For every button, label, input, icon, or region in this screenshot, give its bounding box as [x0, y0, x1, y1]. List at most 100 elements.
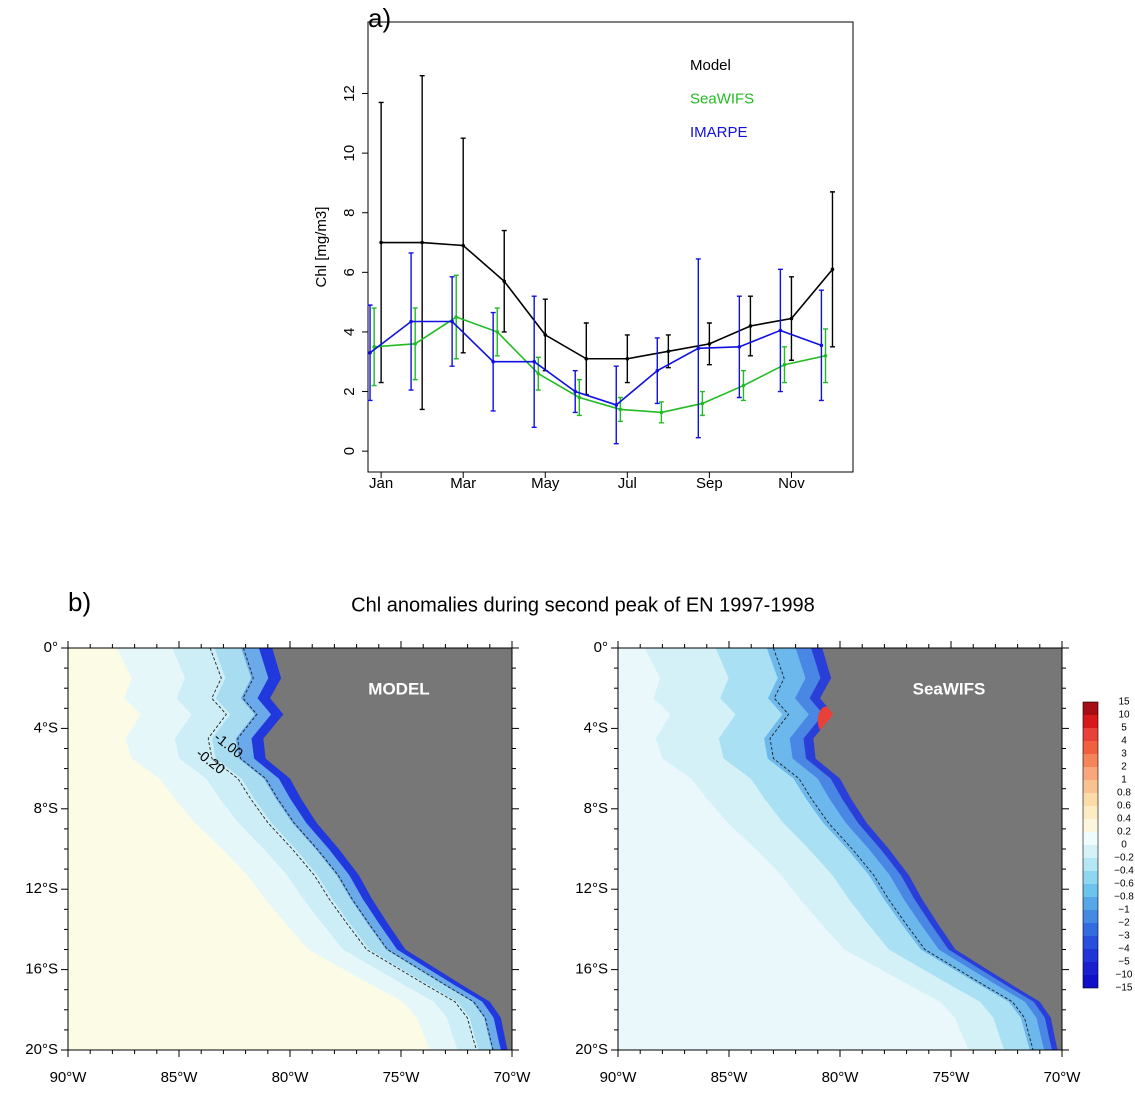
lat-tick-label: 20°S: [575, 1041, 608, 1058]
point: [502, 279, 507, 284]
point: [737, 345, 742, 349]
colorbar-swatch: [1083, 832, 1098, 845]
colorbar-swatch: [1083, 728, 1098, 741]
colorbar-swatch: [1083, 754, 1098, 767]
contour-line: [207, 648, 477, 1050]
lat-tick-label: 12°S: [575, 880, 608, 897]
lon-tick-label: 90°W: [50, 1069, 88, 1086]
point: [830, 267, 835, 272]
map-panel: [68, 648, 512, 1050]
colorbar-swatch: [1083, 897, 1098, 910]
series-line: [374, 316, 826, 414]
point: [372, 345, 376, 349]
point: [614, 403, 619, 407]
lon-tick-label: 85°W: [711, 1069, 749, 1086]
colorbar-swatch: [1083, 936, 1098, 949]
plot-frame: [367, 21, 854, 473]
point: [368, 350, 372, 355]
colorbar-label: 3: [1121, 749, 1127, 760]
colorbar-label: 1: [1121, 775, 1127, 786]
point: [584, 356, 589, 361]
colorbar-frame: [1082, 701, 1099, 989]
point: [823, 353, 828, 358]
point: [413, 342, 417, 346]
colorbar-swatch: [1083, 702, 1098, 715]
lat-tick-label: 16°S: [575, 961, 608, 978]
point: [707, 342, 712, 346]
lat-tick-label: 4°S: [584, 719, 608, 736]
y-tick-label: 12: [341, 85, 358, 102]
colorbar-label: −1: [1118, 905, 1130, 916]
legend-entry: SeaWIFS: [690, 90, 754, 107]
colorbar-swatch: [1083, 923, 1098, 936]
point: [819, 343, 824, 348]
point: [618, 407, 623, 412]
colorbar-label: −4: [1118, 944, 1130, 955]
point: [573, 389, 578, 394]
x-tick-label: Jul: [618, 475, 637, 492]
lat-tick-label: 20°S: [25, 1041, 58, 1058]
colorbar-label: −10: [1116, 970, 1133, 981]
colorbar-swatch: [1083, 910, 1098, 923]
colorbar-swatch: [1083, 741, 1098, 754]
point: [536, 371, 541, 376]
point: [696, 346, 701, 351]
point: [409, 319, 413, 324]
lon-tick-label: 70°W: [1044, 1069, 1082, 1086]
y-tick-label: 10: [341, 145, 358, 162]
lat-tick-label: 16°S: [25, 961, 58, 978]
colorbar-swatch: [1083, 819, 1098, 832]
colorbar-label: −15: [1116, 983, 1133, 994]
point: [778, 328, 783, 333]
land: [263, 648, 512, 1050]
point: [379, 240, 383, 245]
map-label: MODEL: [368, 679, 429, 698]
colorbar-label: 10: [1118, 710, 1130, 721]
lat-tick-label: 12°S: [25, 880, 58, 897]
lat-tick-label: 8°S: [584, 800, 608, 817]
lat-tick-label: 8°S: [34, 800, 58, 817]
point: [532, 359, 536, 364]
point: [789, 316, 794, 321]
colorbar-swatch: [1083, 962, 1098, 975]
point: [491, 359, 495, 364]
point: [495, 330, 500, 334]
colorbar-swatch: [1083, 975, 1098, 988]
y-tick-label: 8: [341, 209, 358, 217]
y-axis-label: Chl [mg/m3]: [313, 207, 330, 288]
lon-tick-label: 90°W: [600, 1069, 638, 1086]
lat-tick-label: 0°: [44, 639, 58, 656]
point: [625, 356, 630, 361]
legend-entry: IMARPE: [690, 124, 748, 141]
point: [454, 315, 459, 319]
point: [666, 349, 671, 354]
colorbar-label: −3: [1118, 931, 1130, 942]
series-line: [381, 241, 834, 360]
contour-line: [237, 648, 494, 1050]
colorbar-label: −0.2: [1114, 853, 1134, 864]
point: [655, 368, 660, 373]
colorbar-swatch: [1083, 715, 1098, 728]
point: [659, 410, 664, 415]
series-line: [369, 320, 822, 406]
colorbar-swatch: [1083, 806, 1098, 819]
x-tick-label: May: [531, 475, 560, 492]
colorbar-label: 0.6: [1117, 801, 1131, 812]
colorbar-swatch: [1083, 793, 1098, 806]
point: [741, 383, 746, 388]
y-tick-label: 6: [341, 268, 358, 276]
x-tick-label: Sep: [696, 475, 723, 492]
x-tick-label: Mar: [450, 475, 476, 492]
lon-tick-label: 80°W: [822, 1069, 860, 1086]
colorbar-label: −2: [1118, 918, 1130, 929]
lon-tick-label: 85°W: [161, 1069, 199, 1086]
land: [813, 648, 1062, 1050]
colorbar-swatch: [1083, 858, 1098, 871]
point: [543, 333, 548, 337]
colorbar-label: 5: [1121, 723, 1127, 734]
point: [461, 243, 465, 248]
colorbar-label: −0.4: [1114, 866, 1134, 877]
colorbar-label: 0.8: [1117, 788, 1131, 799]
colorbar-swatch: [1083, 780, 1098, 793]
